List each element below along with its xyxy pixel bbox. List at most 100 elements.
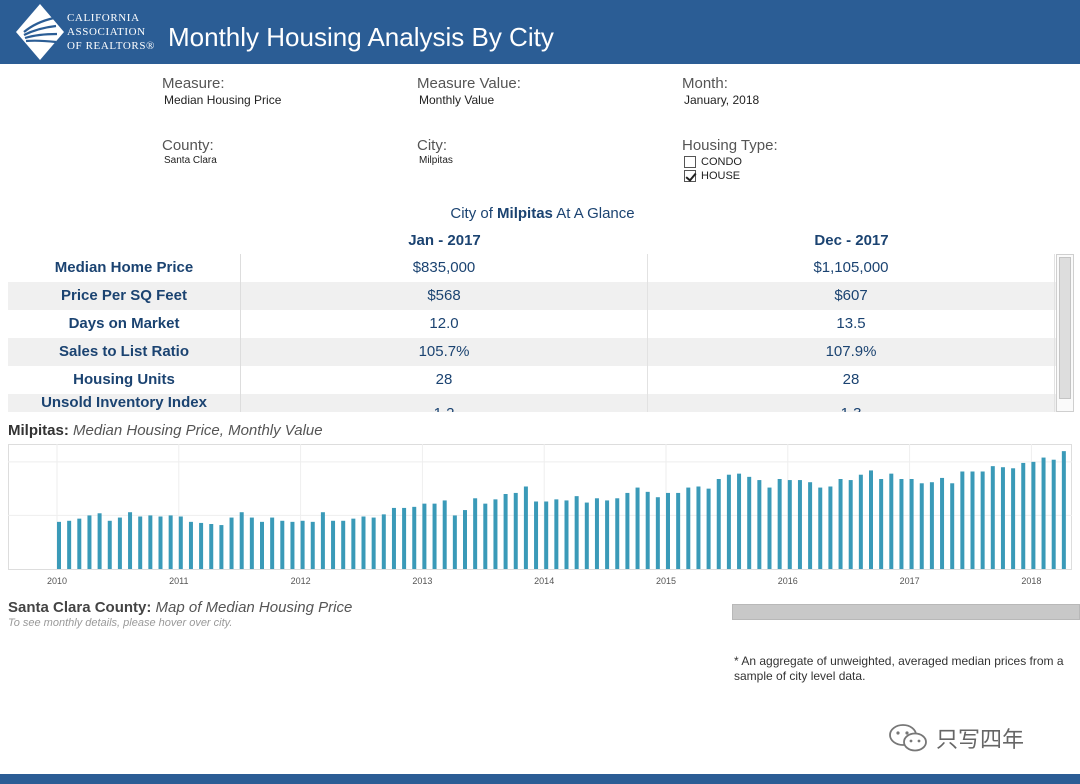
chart-bar[interactable] — [473, 498, 478, 569]
chart-bar[interactable] — [787, 480, 792, 569]
chart-bar[interactable] — [747, 476, 752, 569]
chart-bar[interactable] — [117, 517, 122, 569]
chart-bar[interactable] — [929, 482, 934, 569]
chart-bar[interactable] — [544, 501, 549, 570]
month-value[interactable]: January, 2018 — [684, 93, 760, 107]
chart-bar[interactable] — [402, 507, 407, 569]
county-filter[interactable]: County: Santa Clara — [162, 137, 217, 166]
chart-bar[interactable] — [391, 507, 396, 569]
chart-bar[interactable] — [990, 466, 995, 569]
chart-bar[interactable] — [128, 512, 133, 569]
chart-bar[interactable] — [77, 518, 82, 569]
chart-bar[interactable] — [138, 516, 143, 570]
chart-bar[interactable] — [87, 515, 92, 569]
measure-value[interactable]: Median Housing Price — [164, 93, 282, 107]
chart-bar[interactable] — [209, 524, 214, 569]
price-bar-chart[interactable]: 2010 2011 2012 2013 2014 2015 2016 2017 2018 — [8, 444, 1072, 588]
chart-bar[interactable] — [249, 517, 254, 569]
chart-bar[interactable] — [686, 487, 691, 569]
chart-bar[interactable] — [219, 525, 224, 569]
chart-bar[interactable] — [1031, 461, 1036, 569]
city-filter[interactable]: City: Milpitas — [417, 137, 453, 166]
chart-bar[interactable] — [716, 479, 721, 569]
chart-bar[interactable] — [1000, 467, 1005, 569]
chart-bar[interactable] — [899, 479, 904, 569]
chart-bar[interactable] — [655, 497, 660, 569]
chart-bar[interactable] — [270, 517, 275, 569]
chart-bar[interactable] — [584, 502, 589, 569]
chart-bar[interactable] — [848, 480, 853, 569]
chart-bar[interactable] — [148, 515, 153, 569]
chart-bar[interactable] — [57, 521, 61, 569]
chart-bar[interactable] — [879, 479, 884, 569]
chart-bar[interactable] — [483, 503, 488, 569]
chart-bar[interactable] — [574, 496, 579, 569]
chart-bar[interactable] — [67, 520, 72, 569]
chart-bar[interactable] — [239, 512, 244, 569]
chart-bar[interactable] — [513, 492, 518, 569]
chart-bar[interactable] — [706, 488, 711, 569]
chart-bar[interactable] — [361, 516, 366, 570]
chart-bar[interactable] — [371, 517, 376, 569]
chart-bar[interactable] — [554, 499, 559, 569]
chart-bar[interactable] — [280, 520, 285, 569]
chart-bar[interactable] — [818, 487, 823, 569]
measure-value-value[interactable]: Monthly Value — [419, 93, 495, 107]
chart-bar[interactable] — [960, 471, 965, 570]
chart-bar[interactable] — [635, 487, 640, 569]
chart-bar[interactable] — [676, 492, 681, 569]
chart-bar[interactable] — [158, 516, 163, 570]
condo-checkbox-row[interactable]: CONDO — [684, 156, 778, 168]
condo-checkbox[interactable] — [684, 156, 696, 168]
chart-bar[interactable] — [666, 492, 670, 569]
chart-bar[interactable] — [980, 471, 985, 570]
chart-bar[interactable] — [229, 517, 234, 569]
chart-bar[interactable] — [869, 470, 873, 569]
chart-bar[interactable] — [523, 486, 528, 570]
measure-filter[interactable]: Measure: Median Housing Price — [162, 75, 281, 107]
chart-bar[interactable] — [463, 510, 467, 569]
chart-bar[interactable] — [493, 499, 498, 569]
county-value[interactable]: Santa Clara — [164, 155, 217, 166]
chart-bar[interactable] — [1051, 459, 1056, 569]
measure-value-filter[interactable]: Measure Value: Monthly Value — [417, 75, 521, 107]
chart-bar[interactable] — [1041, 457, 1046, 569]
chart-bars[interactable] — [57, 451, 1066, 569]
chart-bar[interactable] — [615, 498, 620, 569]
city-value[interactable]: Milpitas — [419, 155, 453, 166]
chart-bar[interactable] — [320, 512, 325, 569]
chart-bar[interactable] — [290, 521, 295, 569]
chart-bar[interactable] — [564, 500, 569, 569]
chart-bar[interactable] — [970, 471, 975, 570]
chart-bar[interactable] — [696, 486, 701, 570]
table-scrollbar[interactable] — [1056, 254, 1074, 412]
chart-bar[interactable] — [452, 515, 457, 569]
chart-bar[interactable] — [381, 514, 386, 569]
chart-bar[interactable] — [300, 520, 305, 569]
chart-bar[interactable] — [412, 506, 417, 569]
chart-bar[interactable] — [422, 503, 427, 569]
chart-bar[interactable] — [432, 503, 437, 569]
chart-bar[interactable] — [909, 479, 914, 569]
chart-bar[interactable] — [777, 479, 782, 569]
chart-bar[interactable] — [828, 486, 833, 570]
chart-bar[interactable] — [503, 494, 508, 569]
chart-bar[interactable] — [107, 520, 112, 569]
chart-bar[interactable] — [940, 477, 945, 569]
chart-bar[interactable] — [726, 474, 731, 569]
chart-bar[interactable] — [97, 513, 102, 569]
chart-bar[interactable] — [625, 492, 630, 569]
chart-bar[interactable] — [341, 520, 346, 569]
chart-bar[interactable] — [178, 516, 183, 570]
chart-bar[interactable] — [188, 521, 193, 569]
chart-bar[interactable] — [645, 491, 650, 569]
chart-bar[interactable] — [737, 473, 742, 569]
chart-bar[interactable] — [838, 479, 843, 569]
chart-bar[interactable] — [767, 487, 772, 569]
house-checkbox-row[interactable]: HOUSE — [684, 170, 778, 182]
chart-bar[interactable] — [594, 498, 599, 569]
chart-bar[interactable] — [351, 518, 356, 569]
chart-bar[interactable] — [889, 473, 894, 569]
chart-bar[interactable] — [310, 521, 315, 569]
chart-bar[interactable] — [757, 480, 762, 569]
